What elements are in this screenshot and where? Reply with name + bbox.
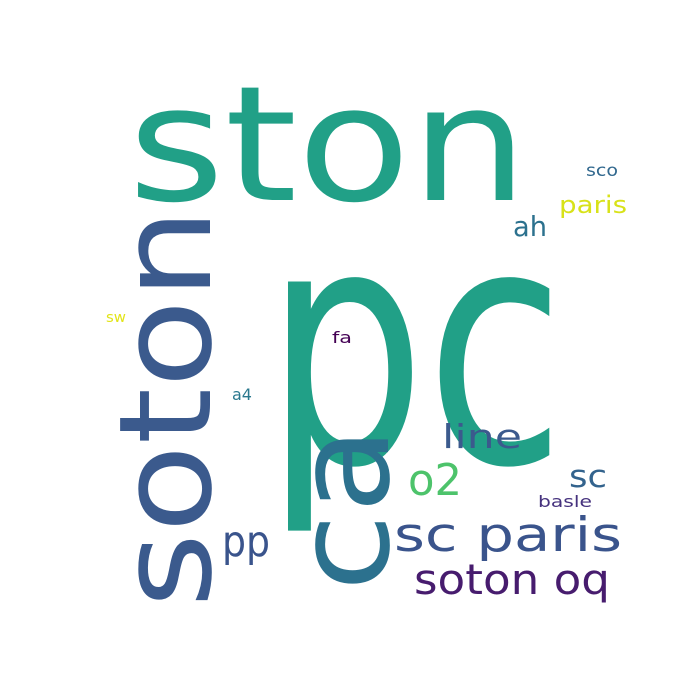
word-o2: o2 (408, 455, 462, 506)
word-paris: paris (559, 191, 627, 219)
word-sco: sco (586, 161, 618, 181)
word-pp: pp (222, 517, 270, 567)
word-ston: ston (128, 51, 528, 238)
word-ca: ca (267, 427, 419, 592)
word-line: line (442, 417, 522, 456)
word-a4: a4 (232, 385, 252, 404)
word-soton-oq: soton oq (414, 555, 610, 604)
word-pc: pc (265, 156, 565, 540)
word-fa: fa (332, 328, 352, 347)
word-ah: ah (513, 210, 547, 243)
word-sc: sc (569, 459, 607, 495)
word-basle: basle (538, 492, 592, 511)
word-sw: sw (106, 310, 126, 326)
word-sc-paris: sc paris (394, 508, 622, 563)
word-soton: soton (92, 208, 241, 608)
